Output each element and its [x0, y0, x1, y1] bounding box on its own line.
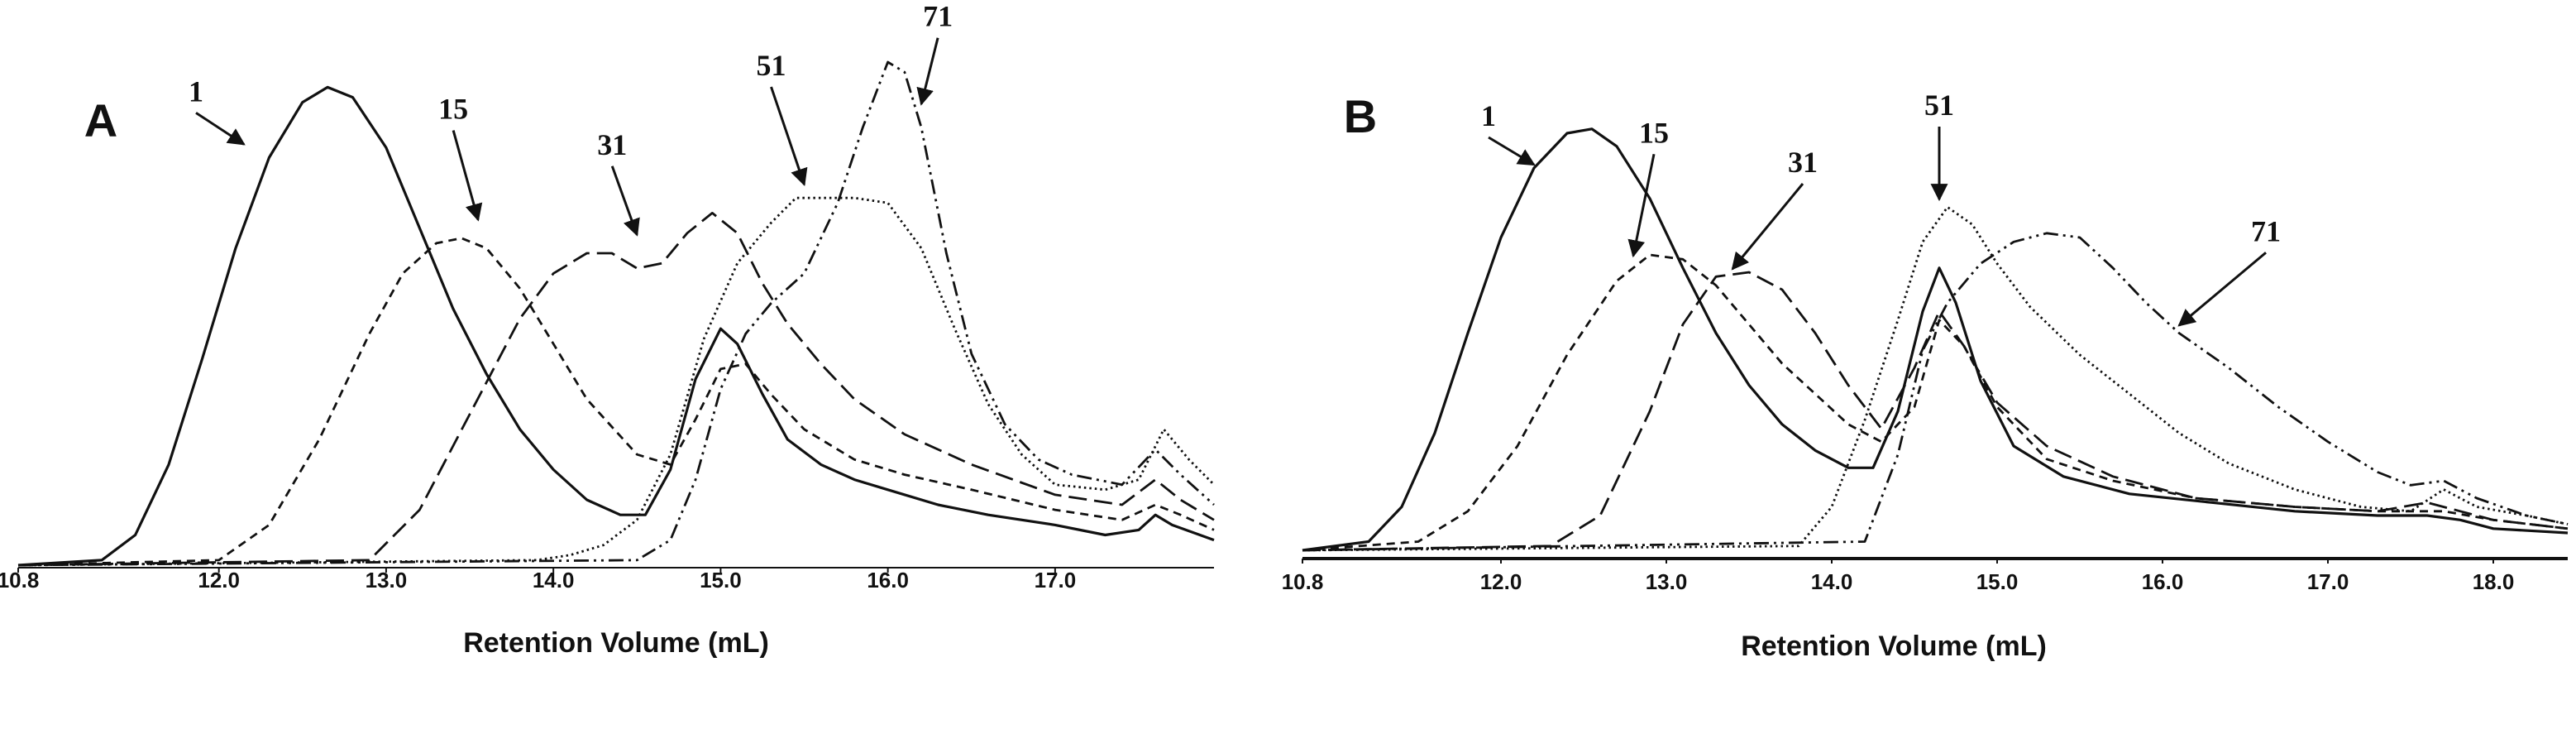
series-line-1	[17, 85, 1215, 567]
series-annotation-label: 31	[597, 128, 627, 161]
annotation-arrow	[452, 130, 483, 222]
series-line-15	[17, 237, 1215, 567]
x-tick-label: 17.0	[2307, 569, 2349, 594]
x-tick-label: 12.0	[1480, 569, 1522, 594]
panel-label: A	[84, 94, 117, 146]
series-annotation-label: 51	[1924, 89, 1954, 122]
series-annotation-label: 1	[189, 74, 203, 108]
series-annotation-label: 15	[1639, 116, 1669, 149]
x-tick-label: 10.8	[0, 568, 39, 592]
series-annotation-label: 71	[923, 0, 953, 33]
x-axis-title: Retention Volume (mL)	[1741, 631, 2047, 662]
x-tick-label: 10.8	[1282, 569, 1324, 594]
series-annotation-label: 51	[757, 49, 786, 82]
annotation-arrow	[610, 166, 640, 237]
x-tick-label: 13.0	[1646, 569, 1688, 594]
annotation-arrow	[1627, 153, 1656, 258]
panel-label: B	[1344, 90, 1377, 142]
x-axis-title: Retention Volume (mL)	[463, 627, 769, 659]
x-tick-label: 15.0	[700, 568, 742, 592]
series-line-1	[1302, 127, 2569, 552]
x-tick-label: 15.0	[1976, 569, 2019, 594]
x-tick-label: 13.0	[366, 568, 408, 592]
series-annotation-label: 15	[438, 93, 468, 126]
x-tick-label: 14.0	[1811, 569, 1853, 594]
series-line-15	[1302, 253, 2569, 552]
annotation-arrow	[1488, 136, 1536, 166]
series-line-51	[1302, 205, 2569, 552]
x-tick-label: 16.0	[2142, 569, 2184, 594]
series-annotation-label: 1	[1481, 99, 1496, 132]
annotation-arrow	[770, 86, 808, 186]
annotation-arrow	[195, 112, 246, 146]
series-annotation-label: 71	[2251, 214, 2281, 247]
annotation-arrow	[916, 37, 939, 106]
panel-a: 10.8 12.0 13.0 14.0 15.0 16.0 17.0 Retention Vo…	[0, 0, 1215, 659]
x-tick-label: 17.0	[1035, 568, 1077, 592]
x-tick-label: 12.0	[198, 568, 240, 592]
x-tick-label: 16.0	[867, 568, 909, 592]
series-line-71	[17, 60, 1215, 567]
series-annotation-label: 31	[1788, 146, 1818, 179]
panel-b: 10.8 12.0 13.0 14.0 15.0 16.0 17.0 18.0 Retentio…	[1282, 89, 2569, 662]
series-line-31	[1302, 271, 2569, 552]
annotation-arrow	[2177, 252, 2267, 327]
x-tick-label: 14.0	[533, 568, 575, 592]
x-tick-label: 18.0	[2473, 569, 2515, 594]
annotation-arrow	[1731, 183, 1804, 271]
series-line-31	[17, 211, 1215, 567]
series-line-51	[17, 196, 1215, 567]
